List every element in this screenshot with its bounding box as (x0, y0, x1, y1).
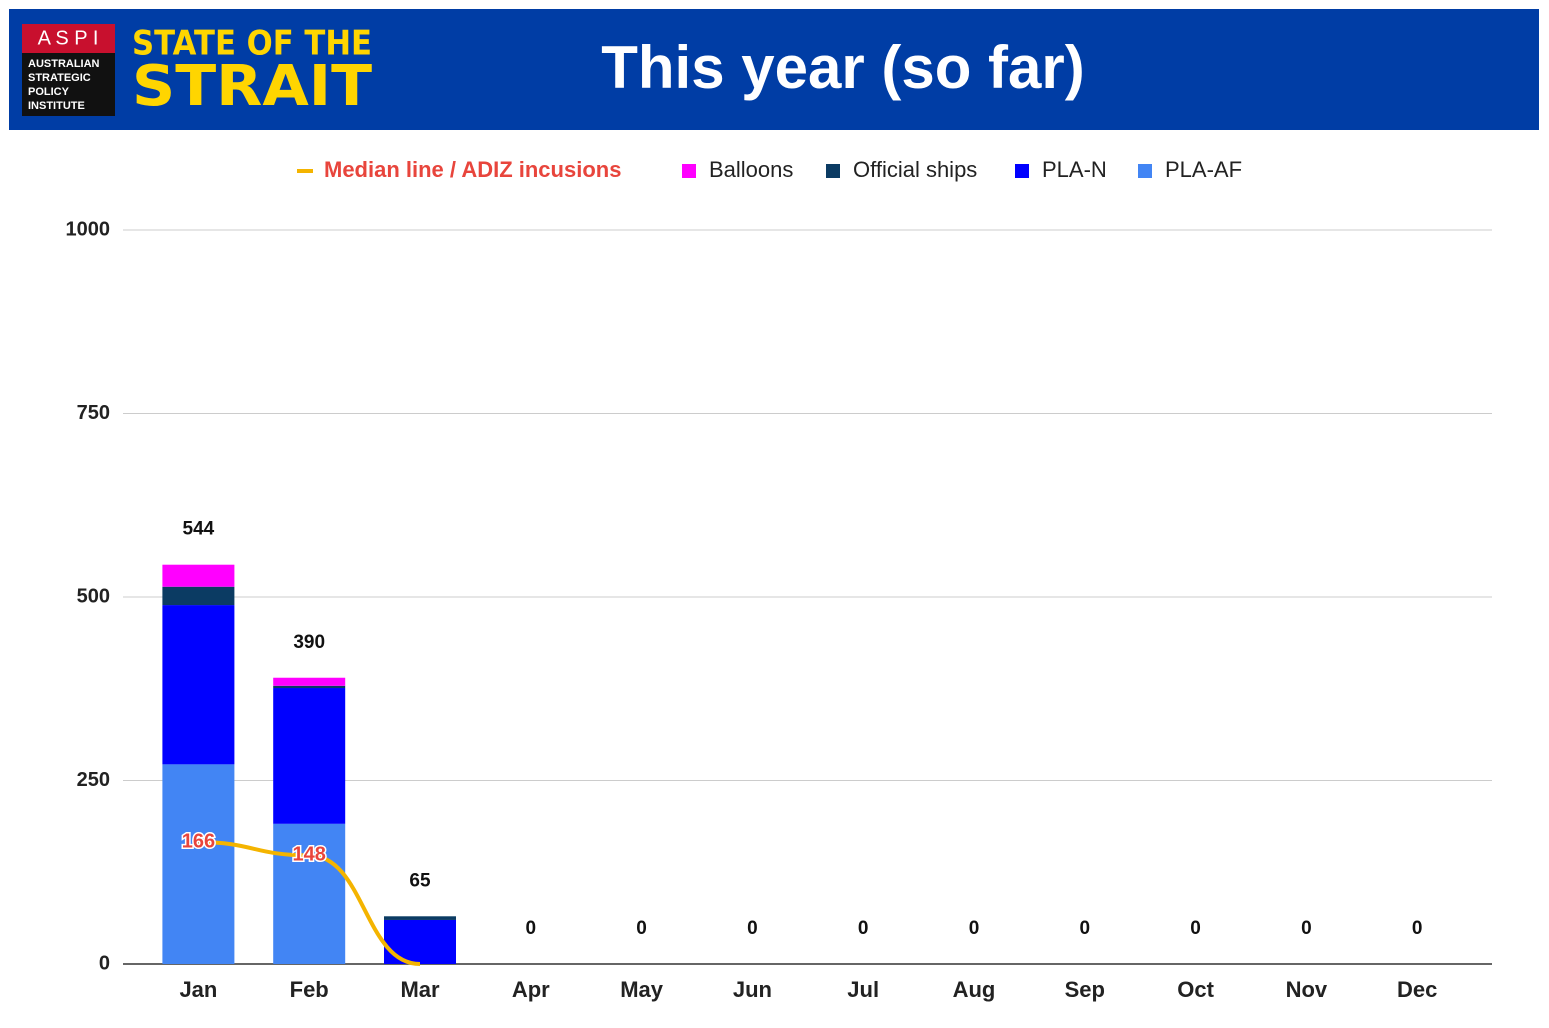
x-tick-label: Apr (512, 977, 550, 1002)
x-tick-label: Mar (400, 977, 440, 1002)
x-tick-label: Jan (179, 977, 217, 1002)
bar-segment (384, 919, 456, 964)
bar-segment (273, 823, 346, 964)
total-label: 0 (636, 918, 647, 939)
bar-segment (162, 764, 235, 964)
logo-text: A S P I (38, 27, 99, 49)
legend-swatch (1138, 164, 1152, 178)
y-tick-label: 1000 (66, 218, 111, 240)
total-label: 390 (293, 632, 325, 653)
total-label: 0 (747, 918, 758, 939)
legend-swatch (682, 164, 696, 178)
legend-label: Balloons (709, 157, 793, 182)
line-label: 148 (293, 844, 326, 866)
logo-line: AUSTRALIAN (28, 58, 100, 70)
x-tick-label: Sep (1065, 977, 1105, 1002)
bar-segment (384, 916, 456, 920)
total-label: 65 (409, 870, 431, 891)
x-tick-label: Dec (1397, 977, 1437, 1002)
legend-swatch (1015, 164, 1029, 178)
x-tick-label: Oct (1177, 977, 1214, 1002)
x-tick-label: Aug (953, 977, 996, 1002)
logo-red (22, 24, 115, 53)
bar-segment (162, 564, 235, 587)
brand-bottom: STRAIT (132, 54, 372, 119)
legend-swatch (826, 164, 840, 178)
bar-segment (273, 688, 346, 824)
logo-line: STRATEGIC (28, 72, 91, 84)
bar-segment (273, 677, 346, 686)
legend-label: Median line / ADIZ incusions (324, 157, 621, 182)
total-label: 0 (1412, 918, 1423, 939)
bar-segment (162, 586, 235, 606)
x-tick-label: Feb (290, 977, 329, 1002)
y-tick-label: 500 (77, 585, 110, 607)
chart-title: This year (so far) (601, 34, 1085, 101)
y-tick-label: 0 (99, 952, 110, 974)
bar-segment (162, 605, 235, 765)
x-tick-label: May (620, 977, 664, 1002)
legend-label: PLA-N (1042, 157, 1107, 182)
legend-label: PLA-AF (1165, 157, 1242, 182)
x-tick-label: Jun (733, 977, 772, 1002)
x-tick-label: Jul (847, 977, 879, 1002)
bar-segment (273, 685, 346, 689)
y-tick-label: 750 (77, 402, 110, 424)
logo-line: POLICY (28, 86, 70, 98)
median-line (198, 840, 421, 966)
total-label: 0 (1190, 918, 1201, 939)
total-label: 0 (1080, 918, 1091, 939)
total-label: 0 (1301, 918, 1312, 939)
total-label: 0 (969, 918, 980, 939)
total-label: 0 (526, 918, 537, 939)
x-tick-label: Nov (1286, 977, 1328, 1002)
header-banner (9, 9, 1539, 130)
logo-line: INSTITUTE (28, 100, 85, 112)
brand-top: STATE OF THE (132, 24, 372, 64)
total-label: 544 (183, 519, 215, 540)
legend-label: Official ships (853, 157, 977, 182)
y-tick-label: 250 (77, 769, 110, 791)
line-label: 166 (182, 830, 215, 852)
total-label: 0 (858, 918, 869, 939)
